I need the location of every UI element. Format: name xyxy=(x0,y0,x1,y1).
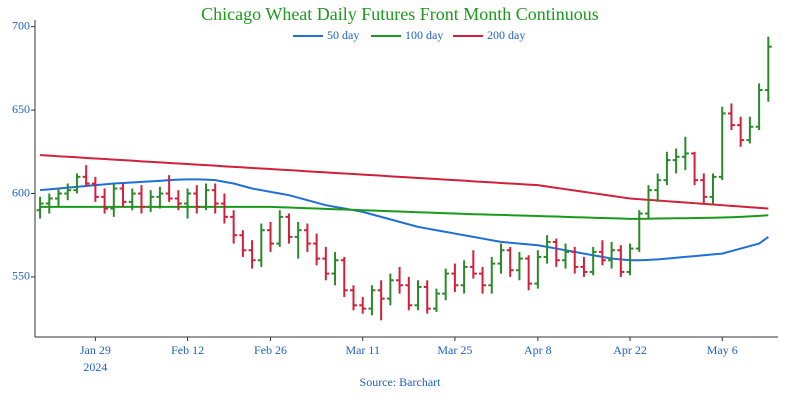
chart-title: Chicago Wheat Daily Futures Front Month … xyxy=(201,4,599,24)
x-tick-label: Apr 22 xyxy=(613,343,647,357)
x-tick-label: Mar 11 xyxy=(345,343,380,357)
x-tick-label: Mar 25 xyxy=(437,343,472,357)
y-tick-label: 700 xyxy=(12,18,30,32)
legend-label: 100 day xyxy=(405,28,443,42)
ma-line xyxy=(39,178,769,262)
x-tick-label: Feb 12 xyxy=(171,343,204,357)
y-tick-label: 600 xyxy=(12,185,30,199)
source-note: Source: Barchart xyxy=(360,375,442,389)
y-tick-label: 550 xyxy=(12,269,30,283)
ma-line xyxy=(40,154,769,210)
legend-label: 200 day xyxy=(487,28,525,42)
x-tick-year: 2024 xyxy=(83,360,107,374)
y-tick-label: 650 xyxy=(12,102,30,116)
x-tick-label: Jan 29 xyxy=(80,343,111,357)
ma-line xyxy=(40,205,769,220)
legend-label: 50 day xyxy=(327,28,359,42)
x-tick-label: Apr 8 xyxy=(524,343,552,357)
x-tick-label: May 6 xyxy=(707,343,738,357)
x-tick-label: Feb 26 xyxy=(254,343,287,357)
